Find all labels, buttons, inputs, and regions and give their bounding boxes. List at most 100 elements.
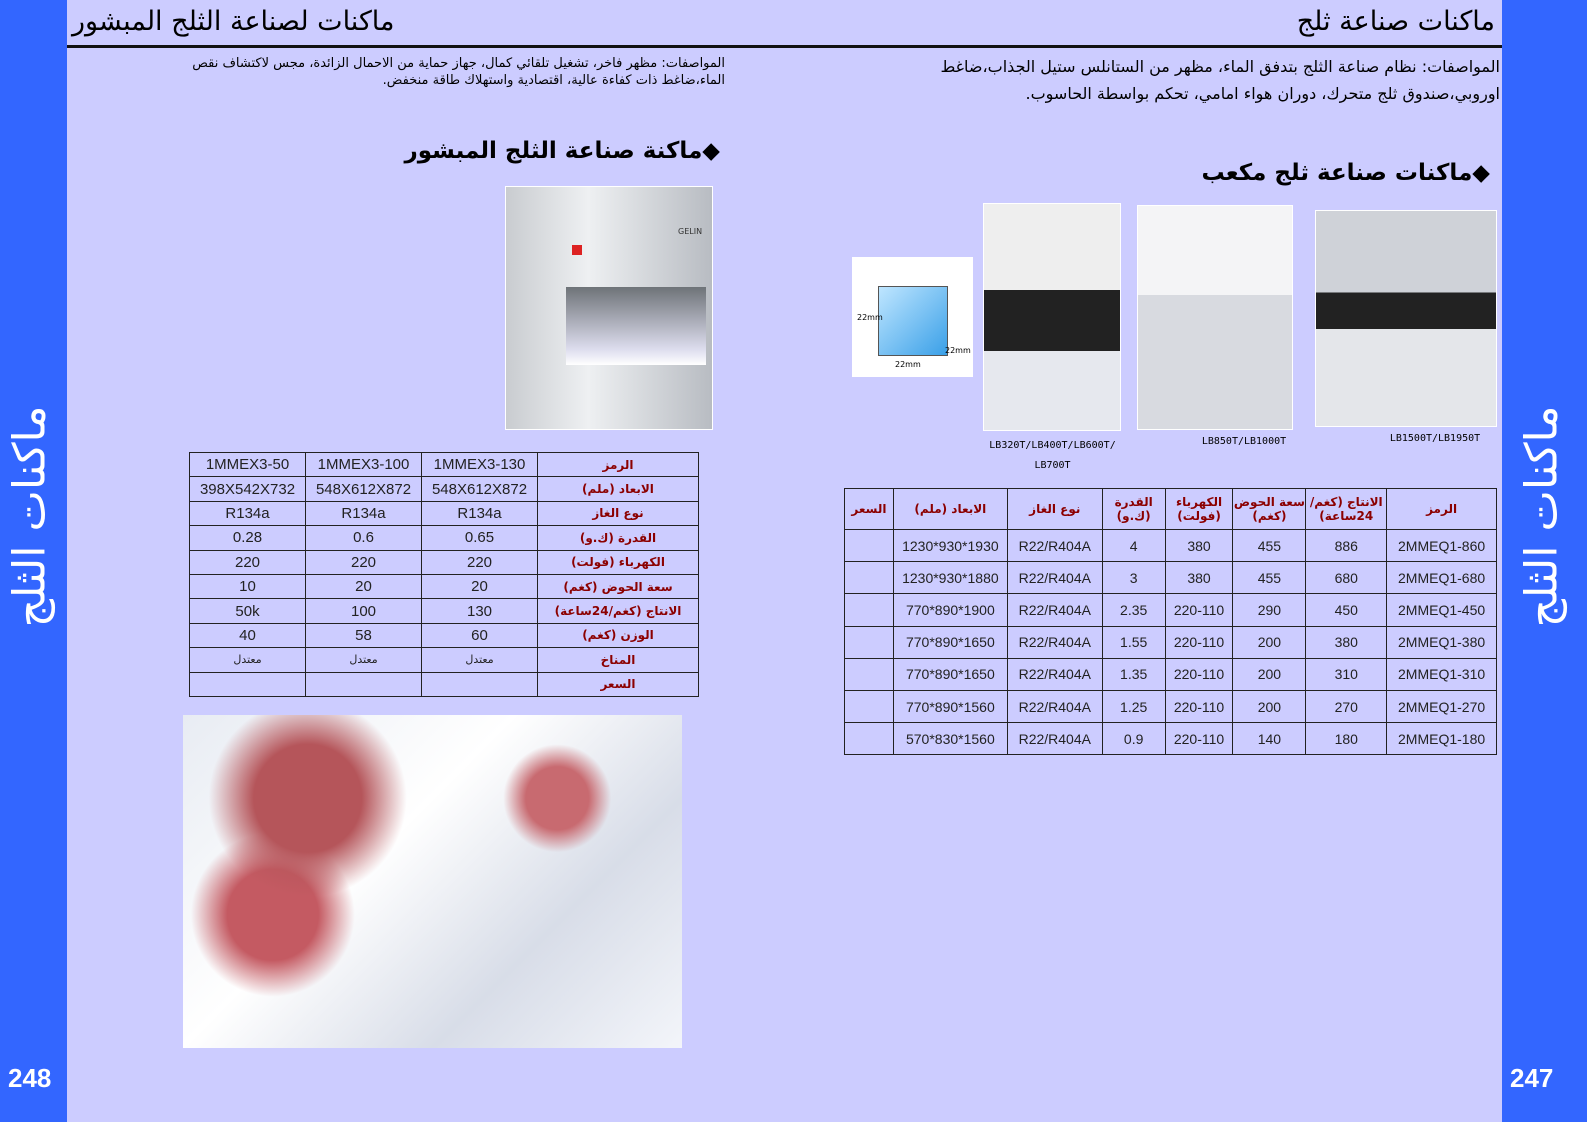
left-side-bar: ماكنات الثلج 248 [0, 0, 67, 1122]
page-number-left: 248 [8, 1063, 52, 1093]
cell: 455 [1232, 561, 1307, 595]
cell: 220 [305, 549, 422, 575]
cell: 380 [1164, 528, 1234, 563]
cube-machine-image-3 [1315, 210, 1497, 427]
cell: 220 [189, 549, 306, 575]
cell: 548X612X872 [305, 476, 422, 502]
cell [189, 671, 306, 697]
cell: 2MMEQ1-180 [1386, 722, 1497, 756]
cell [844, 625, 894, 659]
cell: 220-110 [1164, 593, 1234, 627]
column-header: القدرة (ك.و) [1101, 488, 1166, 530]
cell: 310 [1305, 657, 1388, 691]
cell: معتدل [189, 647, 306, 673]
column-header: الرمز [1386, 488, 1497, 530]
cube-machine-image-2 [1137, 205, 1293, 430]
cell: 1MMEX3-100 [305, 451, 422, 478]
cell: R134a [189, 500, 306, 527]
column-header: الابعاد (ملم) [892, 488, 1008, 530]
cell: 380 [1305, 625, 1388, 659]
row-label: القدرة (ك.و) [537, 525, 699, 551]
table-row: 10 20 20 سعة الحوض (كغم) [189, 573, 699, 600]
table-row: السعر [189, 671, 699, 697]
cell: 130 [421, 598, 538, 624]
column-header: السعر [844, 488, 894, 530]
flake-ice-machine-image: GELIN [505, 186, 713, 430]
cell: 1MMEX3-130 [421, 451, 538, 478]
cell: R22/R404A [1006, 657, 1103, 691]
caption-1: LB320T/LB400T/LB600T/ LB700T [989, 440, 1116, 471]
table-row: 1230*930*1930 R22/R404A 4 380 455 886 2MMEQ1-8… [844, 528, 1497, 563]
cube-dim-width: 22mm [895, 360, 921, 369]
cell: 770*890*1560 [892, 689, 1008, 724]
cell: 3 [1101, 561, 1166, 595]
cell: 570*830*1560 [892, 722, 1008, 756]
table-row: 770*890*1650 R22/R404A 1.35 220-110 200 310 2M… [844, 657, 1497, 691]
cell: 220-110 [1164, 722, 1234, 756]
page-number-right: 247 [1510, 1063, 1554, 1093]
cell: 1.55 [1101, 625, 1166, 659]
side-label-left: ماكنات الثلج [4, 405, 56, 628]
right-page-title: ماكنات صناعة ثلج [1296, 6, 1495, 37]
cell: 2MMEQ1-450 [1386, 593, 1497, 627]
cell: 220-110 [1164, 657, 1234, 691]
table-row: 570*830*1560 R22/R404A 0.9 220-110 140 180 2MM… [844, 722, 1497, 756]
cell: R22/R404A [1006, 561, 1103, 595]
caption-2: LB850T/LB1000T [1201, 436, 1287, 447]
row-label: سعة الحوض (كغم) [537, 573, 699, 600]
cell [844, 561, 894, 595]
table-row: 1MMEX3-50 1MMEX3-100 1MMEX3-130 الرمز [189, 451, 699, 478]
cell: 200 [1232, 689, 1307, 724]
cell: 2MMEQ1-310 [1386, 657, 1497, 691]
cell [421, 671, 538, 697]
cell: R22/R404A [1006, 625, 1103, 659]
cell: 770*890*1650 [892, 625, 1008, 659]
cell: 548X612X872 [421, 476, 538, 502]
cube-machine-image-1 [983, 203, 1121, 431]
cell: R22/R404A [1006, 593, 1103, 627]
cell: 770*890*1650 [892, 657, 1008, 691]
cell: 2MMEQ1-270 [1386, 689, 1497, 724]
right-specs: المواصفات: نظام صناعة الثلج بتدفق الماء،… [940, 57, 1500, 103]
cell: 770*890*1900 [892, 593, 1008, 627]
left-specs: المواصفات: مظهر فاخر، تشغيل تلقائي كمال،… [192, 56, 725, 88]
cell: 4 [1101, 528, 1166, 563]
cell: 2MMEQ1-860 [1386, 528, 1497, 563]
machine-brand: GELIN [678, 227, 703, 236]
table-row: 398X542X732 548X612X872 548X612X872 الابعاد… [189, 476, 699, 502]
cube-dim-height: 22mm [857, 313, 883, 322]
fish-on-ice-image [183, 715, 682, 1048]
cell: R134a [421, 500, 538, 527]
column-header: الانتاج (كغم/ 24ساعة) [1305, 488, 1388, 530]
cell: معتدل [421, 647, 538, 673]
cell [844, 689, 894, 724]
row-label: المناخ [537, 647, 699, 673]
cell: 450 [1305, 593, 1388, 627]
cell: 270 [1305, 689, 1388, 724]
ice-cube-diagram: 22mm 22mm 22mm [852, 257, 973, 377]
cell: 50k [189, 598, 306, 624]
table-row: 220 220 220 الكهرباء (فولت) [189, 549, 699, 575]
cell: 180 [1305, 722, 1388, 756]
cube-dim-depth: 22mm [945, 346, 971, 355]
cell: 2.35 [1101, 593, 1166, 627]
row-label: السعر [537, 671, 699, 697]
row-label: الرمز [537, 451, 699, 478]
table-row: 770*890*1900 R22/R404A 2.35 220-110 290 450 2M… [844, 593, 1497, 627]
flake-ice-spec-table: 1MMEX3-50 1MMEX3-100 1MMEX3-130 الرمز 398X54… [189, 451, 699, 697]
cell: 1.25 [1101, 689, 1166, 724]
left-page-title: ماكنات لصناعة الثلج المبشور [72, 6, 395, 37]
column-header: نوع الغاز [1006, 488, 1103, 530]
cell: 1MMEX3-50 [189, 451, 306, 478]
table-row: R134a R134a R134a نوع الغاز [189, 500, 699, 527]
side-label-right: ماكنات الثلج [1516, 405, 1568, 628]
table-row: 0.28 0.6 0.65 القدرة (ك.و) [189, 525, 699, 551]
cell: 2MMEQ1-680 [1386, 561, 1497, 595]
right-subtitle: ◆ماكنات صناعة ثلج مكعب [1201, 160, 1490, 186]
right-side-bar: ماكنات الثلج 247 [1502, 0, 1587, 1122]
cell: 0.6 [305, 525, 422, 551]
column-header: سعة الحوض (كغم) [1232, 488, 1307, 530]
cell [305, 671, 422, 697]
cell [844, 528, 894, 563]
cell: R134a [305, 500, 422, 527]
